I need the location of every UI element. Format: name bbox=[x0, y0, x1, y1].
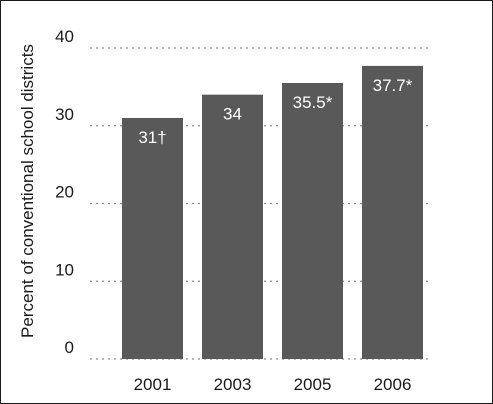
y-tick-label: 0 bbox=[65, 338, 74, 357]
data-label: 37.7* bbox=[373, 76, 413, 95]
x-tick-label: 2005 bbox=[294, 375, 332, 394]
bar-2005 bbox=[282, 82, 343, 360]
x-tick-label: 2001 bbox=[134, 375, 172, 394]
data-labels: 31† 34 35.5* 37.7* bbox=[138, 76, 412, 147]
bar-2003 bbox=[202, 94, 263, 360]
y-axis-title: Percent of conventional school districts bbox=[18, 44, 37, 338]
bars bbox=[122, 65, 423, 360]
y-tick-label: 20 bbox=[55, 183, 74, 202]
data-label: 31† bbox=[138, 128, 166, 147]
y-tick-label: 40 bbox=[55, 27, 74, 46]
y-tick-labels: 0 10 20 30 40 bbox=[55, 27, 74, 357]
bar-2001 bbox=[122, 117, 183, 359]
x-tick-labels: 2001 2003 2005 2006 bbox=[134, 375, 412, 394]
y-tick-label: 30 bbox=[55, 105, 74, 124]
y-tick-label: 10 bbox=[55, 260, 74, 279]
x-tick-label: 2006 bbox=[374, 375, 412, 394]
bar-2006 bbox=[362, 65, 423, 359]
data-label: 34 bbox=[223, 105, 242, 124]
x-tick-label: 2003 bbox=[214, 375, 252, 394]
data-label: 35.5* bbox=[293, 93, 333, 112]
